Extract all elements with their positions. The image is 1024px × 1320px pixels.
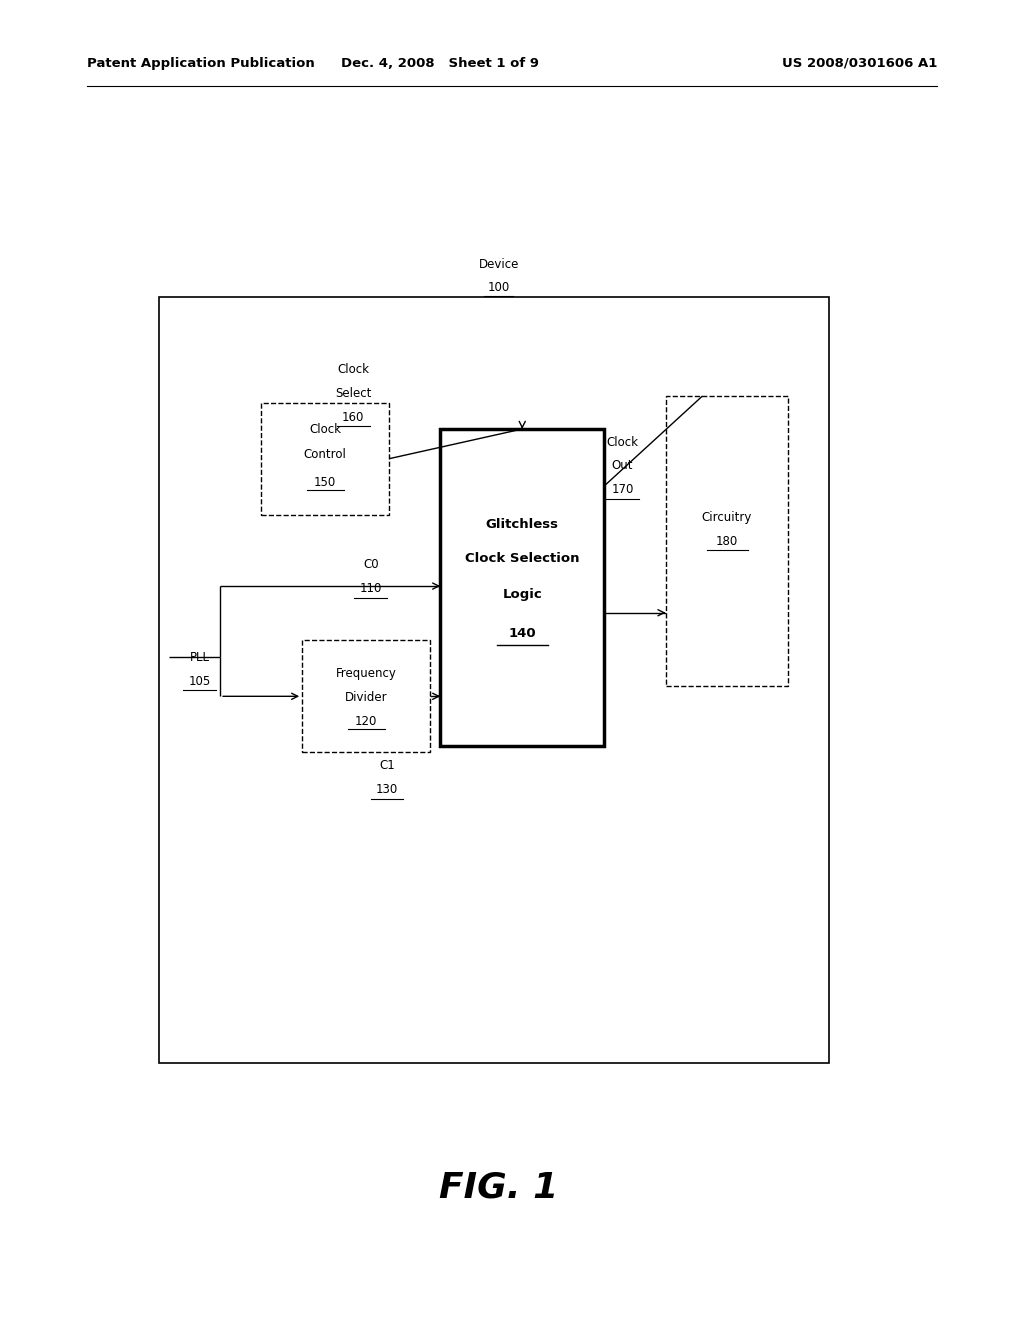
Bar xyxy=(261,403,389,515)
Text: Glitchless: Glitchless xyxy=(485,517,559,531)
Bar xyxy=(666,396,788,686)
Text: Patent Application Publication: Patent Application Publication xyxy=(87,57,314,70)
Text: 110: 110 xyxy=(359,582,382,595)
Bar xyxy=(302,640,430,752)
Text: 120: 120 xyxy=(355,715,377,727)
Text: 130: 130 xyxy=(376,783,398,796)
Bar xyxy=(159,297,829,1063)
Text: C0: C0 xyxy=(362,558,379,572)
Text: Device: Device xyxy=(478,257,519,271)
Text: 140: 140 xyxy=(509,627,536,640)
Text: Select: Select xyxy=(335,387,372,400)
Text: Clock: Clock xyxy=(309,424,341,436)
Text: Out: Out xyxy=(612,459,633,473)
Text: C1: C1 xyxy=(379,759,395,772)
Text: Dec. 4, 2008   Sheet 1 of 9: Dec. 4, 2008 Sheet 1 of 9 xyxy=(341,57,540,70)
Text: 105: 105 xyxy=(188,675,211,688)
Text: Divider: Divider xyxy=(345,692,387,704)
Text: Frequency: Frequency xyxy=(336,668,396,680)
Text: Clock Selection: Clock Selection xyxy=(465,552,580,565)
Text: PLL: PLL xyxy=(189,651,210,664)
Text: US 2008/0301606 A1: US 2008/0301606 A1 xyxy=(782,57,938,70)
Text: Circuitry: Circuitry xyxy=(701,511,753,524)
Text: 160: 160 xyxy=(342,411,365,424)
Text: 170: 170 xyxy=(611,483,634,496)
Text: FIG. 1: FIG. 1 xyxy=(439,1171,558,1205)
Text: Logic: Logic xyxy=(503,587,542,601)
Text: 100: 100 xyxy=(487,281,510,294)
Text: 180: 180 xyxy=(716,535,738,548)
Bar xyxy=(440,429,604,746)
Text: Clock: Clock xyxy=(606,436,639,449)
Text: 150: 150 xyxy=(314,477,336,488)
Text: Control: Control xyxy=(304,449,346,461)
Text: Clock: Clock xyxy=(337,363,370,376)
